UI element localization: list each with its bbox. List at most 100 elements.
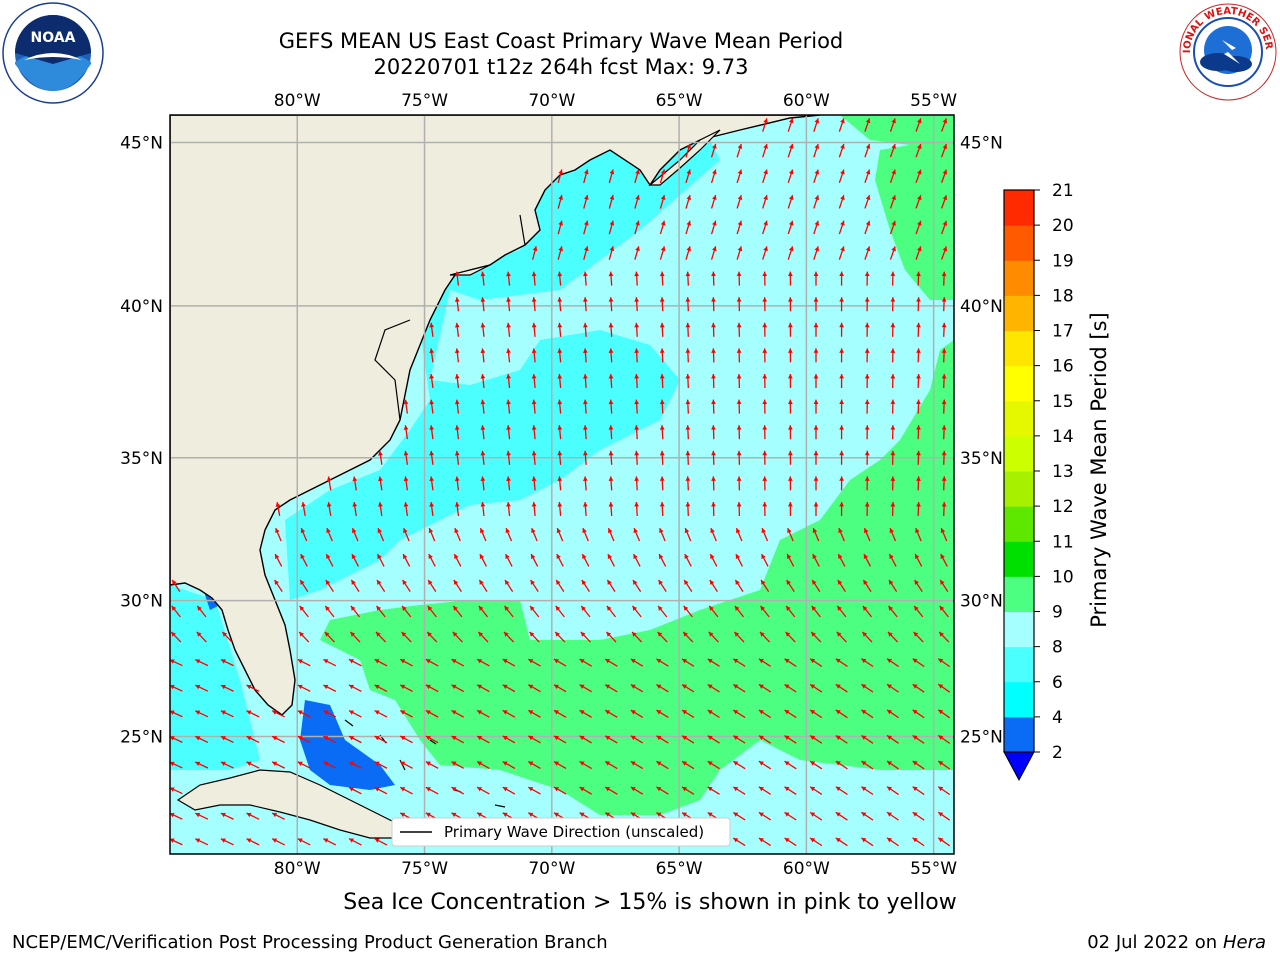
wave-arrow [506,271,511,286]
wave-arrow [685,373,691,389]
noaa-logo-icon: NOAA [2,2,104,104]
wave-arrow [246,812,260,820]
long-island [449,264,491,276]
wave-arrow [864,348,870,363]
wave-arrow [887,605,898,618]
wave-arrow [426,631,438,643]
wave-arrow [659,169,666,184]
wave-arrow [502,684,516,693]
wave-arrow [915,169,922,184]
colorbar-tick-label: 19 [1052,251,1074,271]
wave-arrow [604,760,618,770]
colorbar-tick-label: 10 [1052,567,1074,587]
wave-arrow [813,297,819,312]
wave-arrow [403,450,409,465]
latitude-labels-right: 45°N 40°N 35°N 30°N 25°N [960,133,1003,747]
colorbar-tick-label: 14 [1052,427,1074,447]
wave-arrow [685,246,692,260]
wave-arrow [787,348,793,363]
wave-arrow [835,709,848,719]
wave-arrow [839,348,845,363]
wave-arrow [374,658,388,667]
wave-arrow [246,684,260,692]
wave-arrow [762,322,768,337]
north-america-land [170,115,821,716]
lon-label-top: 80°W [274,91,321,111]
wave-arrow [732,735,746,744]
wave-arrow [890,399,896,414]
latitude-labels-left: 45°N 40°N 35°N 30°N 25°N [120,133,163,747]
lat-label-left: 35°N [120,449,163,469]
wave-arrow [683,605,693,618]
wave-arrow [732,786,746,795]
nova-scotia-land [648,129,721,186]
wave-arrow [557,476,563,491]
wave-arrow [606,605,617,618]
wave-arrow [941,118,948,132]
wave-arrow [428,527,436,542]
wave-arrow [505,527,513,542]
wave-arrow [916,373,921,389]
wave-arrow [813,246,820,260]
wave-arrow [502,658,516,667]
wave-arrow [634,501,640,517]
wave-arrow [813,220,820,235]
wave-arrow [634,450,640,465]
wave-arrow [839,322,845,337]
wave-arrow [246,710,260,718]
wave-arrow [914,579,923,593]
wave-arrow [758,709,772,719]
wave-arrow [506,348,511,363]
wave-arrow [762,246,768,260]
wave-arrow [889,246,896,260]
wave-arrow [861,631,873,643]
colorbar-label: Primary Wave Mean Period [s] [1087,312,1111,628]
wave-arrow [812,527,820,542]
wave-arrow [604,735,618,744]
wave-arrow [838,194,845,209]
wave-arrow [810,631,822,643]
wave-arrow [478,605,489,618]
wave-arrow [813,501,819,517]
wave-arrow [531,399,537,414]
wave-arrow [864,297,870,312]
wave-arrow [325,579,334,593]
wave-arrow [634,297,640,312]
wave-arrow [604,786,618,795]
wave-arrow [912,683,925,693]
wave-arrow [604,709,618,718]
wave-arrow [170,684,183,692]
legend-label: Primary Wave Direction (unscaled) [444,823,704,841]
wave-arrow [581,579,590,593]
wave-arrow [937,786,951,796]
wave-arrow [502,786,516,795]
lat-label-right: 30°N [960,592,1003,612]
map-gridlines [170,115,954,854]
wave-arrow [732,811,746,821]
wave-arrow [170,787,183,795]
wave-arrow [425,735,439,744]
wave-arrow [736,373,742,389]
wave-arrow [916,399,921,414]
wave-arrow [835,786,848,796]
map-plot-area: Primary Wave Direction (unscaled) [170,115,954,854]
wave-arrow [454,425,460,440]
wave-arrow [451,761,465,769]
wave-arrow [813,322,819,337]
wave-arrow [912,709,925,719]
wave-arrow [604,684,618,693]
wave-arrow [554,631,566,643]
noaa-logo-text: NOAA [31,30,76,46]
wave-arrow [937,658,951,668]
wave-arrow [348,658,362,667]
wave-arrow [632,579,642,593]
wave-arrow [170,659,183,667]
wave-arrow [659,220,666,235]
wave-arrow [682,631,694,643]
wave-arrow [352,476,358,491]
wave-arrow [531,348,537,363]
wave-arrow [709,553,718,567]
wave-arrow [837,553,846,567]
wave-arrow [274,579,283,593]
wave-arrow [608,220,615,235]
